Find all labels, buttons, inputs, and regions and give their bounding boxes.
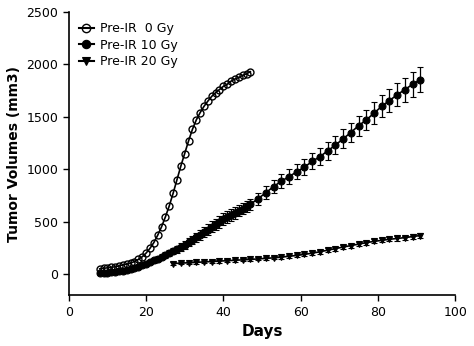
Pre-IR  0 Gy <box>232 77 238 81</box>
Pre-IR  0 Gy <box>100 266 106 271</box>
Pre-IR  0 Gy <box>244 72 249 76</box>
Y-axis label: Tumor Volumes (mm3): Tumor Volumes (mm3) <box>7 65 21 242</box>
Pre-IR  0 Gy <box>112 265 118 269</box>
Pre-IR  0 Gy <box>124 262 129 266</box>
Pre-IR  0 Gy <box>213 91 219 95</box>
Pre-IR  0 Gy <box>224 82 230 86</box>
Pre-IR  0 Gy <box>247 70 253 74</box>
Pre-IR  0 Gy <box>97 267 102 271</box>
Pre-IR  0 Gy <box>193 118 199 122</box>
Pre-IR  0 Gy <box>128 261 134 265</box>
Pre-IR  0 Gy <box>220 84 226 89</box>
Pre-IR  0 Gy <box>174 177 180 182</box>
Pre-IR  0 Gy <box>178 164 183 168</box>
Pre-IR  0 Gy <box>116 264 122 268</box>
Pre-IR  0 Gy <box>109 265 114 270</box>
Pre-IR  0 Gy <box>201 104 207 108</box>
Pre-IR  0 Gy <box>182 152 188 156</box>
Pre-IR  0 Gy <box>236 75 242 80</box>
Pre-IR  0 Gy <box>197 110 203 115</box>
Pre-IR  0 Gy <box>159 225 164 229</box>
Pre-IR  0 Gy <box>143 251 149 255</box>
Pre-IR  0 Gy <box>228 79 234 83</box>
Pre-IR  0 Gy <box>151 240 156 245</box>
Pre-IR  0 Gy <box>132 260 137 264</box>
Pre-IR  0 Gy <box>205 99 211 103</box>
Pre-IR  0 Gy <box>240 73 246 78</box>
Pre-IR  0 Gy <box>105 266 110 270</box>
Pre-IR  0 Gy <box>170 191 176 195</box>
Pre-IR  0 Gy <box>155 233 161 237</box>
Pre-IR  0 Gy <box>120 263 126 267</box>
Line: Pre-IR  0 Gy: Pre-IR 0 Gy <box>96 68 254 272</box>
Pre-IR  0 Gy <box>136 257 141 262</box>
X-axis label: Days: Days <box>241 324 283 339</box>
Pre-IR  0 Gy <box>166 204 172 208</box>
Legend: Pre-IR  0 Gy, Pre-IR 10 Gy, Pre-IR 20 Gy: Pre-IR 0 Gy, Pre-IR 10 Gy, Pre-IR 20 Gy <box>75 18 182 72</box>
Pre-IR  0 Gy <box>147 246 153 251</box>
Pre-IR  0 Gy <box>190 127 195 131</box>
Pre-IR  0 Gy <box>163 215 168 219</box>
Pre-IR  0 Gy <box>209 94 215 99</box>
Pre-IR  0 Gy <box>217 88 222 92</box>
Pre-IR  0 Gy <box>186 139 191 143</box>
Pre-IR  0 Gy <box>139 255 145 259</box>
